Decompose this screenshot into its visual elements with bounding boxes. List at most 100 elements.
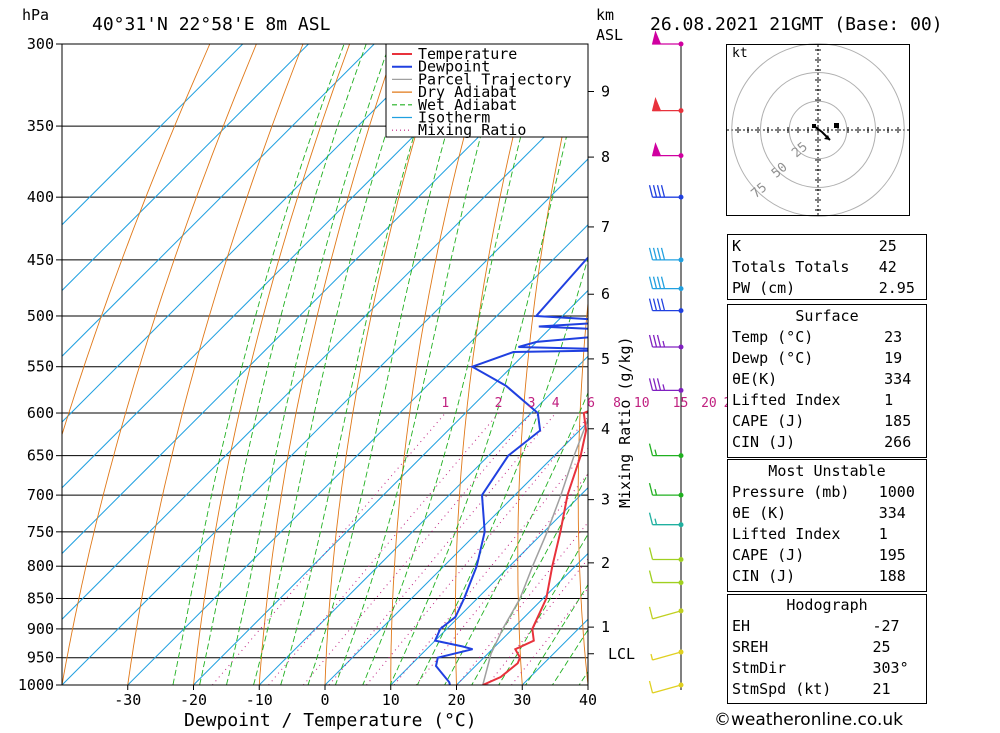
hodo-value: -27 xyxy=(872,617,900,635)
hodo-label: StmDir xyxy=(732,659,787,677)
dry-adiabat xyxy=(954,7,1000,711)
wet-adiabat xyxy=(334,44,507,685)
table-row: EH -27 xyxy=(728,616,926,637)
hodograph-table-title: Hodograph xyxy=(786,596,868,614)
km-tick-label: 1 xyxy=(601,618,610,636)
isotherm-line xyxy=(456,552,588,685)
surface-table: Surface Temp (°C) 23 Dewp (°C) 19 θE(K) 334… xyxy=(728,306,926,453)
wind-barb xyxy=(651,30,684,47)
wet-adiabat xyxy=(362,44,545,685)
wind-barb xyxy=(648,247,684,263)
pressure-tick-label: 700 xyxy=(27,486,54,504)
mu-label: Pressure (mb) xyxy=(732,483,850,501)
isotherm-line xyxy=(62,44,309,292)
pressure-tick-label: 350 xyxy=(27,117,54,135)
wind-barb xyxy=(648,606,684,620)
index-value: 25 xyxy=(878,237,897,255)
isotherm-line xyxy=(62,44,375,357)
isotherm-line xyxy=(258,355,588,685)
mu-value: 1000 xyxy=(878,483,915,501)
dry-adiabat xyxy=(324,44,444,685)
mixing-ratio-label: 3 xyxy=(528,396,536,411)
surface-label: CIN (J) xyxy=(732,433,796,451)
surface-label: Temp (°C) xyxy=(732,328,814,346)
surface-label: θE(K) xyxy=(732,370,778,388)
isotherm-line xyxy=(62,44,441,423)
mu-label: θE (K) xyxy=(732,504,787,522)
hodograph-origin-marker xyxy=(812,124,816,128)
wet-adiabat xyxy=(280,44,443,685)
hodo-value: 303° xyxy=(872,659,909,677)
lcl-label: LCL xyxy=(608,645,635,663)
copyright-footer[interactable]: ©weatheronline.co.uk xyxy=(714,710,904,730)
wind-barb xyxy=(648,680,684,694)
unit-km: km xyxy=(596,6,614,24)
table-row: Lifted Index 1 xyxy=(728,524,926,545)
pressure-tick-label: 450 xyxy=(27,251,54,269)
unit-hpa: hPa xyxy=(22,6,49,24)
index-label: PW (cm) xyxy=(732,279,796,297)
legend-entry: Wet Adiabat xyxy=(418,96,517,114)
pressure-tick-label: 900 xyxy=(27,620,54,638)
mixing-ratio-label: 2 xyxy=(495,396,503,411)
dry-adiabat xyxy=(454,44,537,685)
wet-adiabat xyxy=(551,629,588,685)
dry-adiabat xyxy=(258,44,397,685)
wind-barb xyxy=(650,649,684,661)
wind-barb xyxy=(648,298,684,314)
mixing-ratio-label: 4 xyxy=(552,396,560,411)
wind-barb xyxy=(648,443,684,459)
wind-barb xyxy=(651,142,684,159)
legend-entry: Mixing Ratio xyxy=(418,121,526,139)
most-unstable-table: Most Unstable Pressure (mb) 1000 θE (K) 33… xyxy=(728,461,926,587)
pressure-tick-label: 850 xyxy=(27,589,54,607)
table-row: Temp (°C) 23 xyxy=(728,327,926,348)
km-tick-label: 7 xyxy=(601,218,610,236)
km-tick-label: 8 xyxy=(601,148,610,166)
hodograph-frame xyxy=(726,44,910,216)
wet-adiabat xyxy=(307,44,473,685)
legend-entry: Isotherm xyxy=(418,109,490,127)
most-unstable-title: Most Unstable xyxy=(768,462,886,480)
x-tick-label: -30 xyxy=(114,691,141,709)
hodo-label: SREH xyxy=(732,638,769,656)
km-tick-label: 9 xyxy=(601,83,610,101)
x-tick-label: 10 xyxy=(382,691,400,709)
dry-adiabat xyxy=(193,44,351,685)
surface-value: 185 xyxy=(884,412,912,430)
pressure-tick-label: 750 xyxy=(27,523,54,541)
wind-barb xyxy=(648,378,684,393)
hodograph-ring xyxy=(731,43,905,217)
dry-adiabat xyxy=(62,44,257,685)
mixing-ratio-line xyxy=(268,412,499,685)
mu-label: CAPE (J) xyxy=(732,546,805,564)
hodograph-unit: kt xyxy=(732,46,748,61)
pressure-tick-label: 1000 xyxy=(18,676,54,694)
isotherm-line xyxy=(193,289,588,685)
table-row: θE(K) 334 xyxy=(728,369,926,390)
datetime-title: 26.08.2021 21GMT (Base: 00) xyxy=(650,14,943,35)
x-tick-label: 0 xyxy=(320,691,329,709)
location-title: 40°31'N 22°58'E 8m ASL xyxy=(92,14,331,35)
hodograph-ring xyxy=(788,100,848,160)
table-row: CAPE (J) 195 xyxy=(728,545,926,566)
x-axis-label: Dewpoint / Temperature (°C) xyxy=(184,710,477,731)
mixing-ratio-label: 6 xyxy=(587,396,595,411)
wind-barb xyxy=(648,547,684,563)
mixing-ratio-line xyxy=(328,412,557,685)
table-row: Dewp (°C) 19 xyxy=(728,348,926,369)
wind-barb xyxy=(648,276,684,292)
legend-entry: Dry Adiabat xyxy=(418,83,517,101)
x-tick-label: -10 xyxy=(246,691,273,709)
pressure-tick-label: 650 xyxy=(27,447,54,465)
wet-adiabat xyxy=(389,46,588,685)
surface-value: 23 xyxy=(884,328,903,346)
temperature-line xyxy=(482,410,588,685)
dry-adiabat xyxy=(637,7,683,711)
table-row: StmSpd (kt) 21 xyxy=(728,679,926,700)
dry-adiabat xyxy=(694,7,729,711)
km-tick-label: 5 xyxy=(601,350,610,368)
surface-value: 19 xyxy=(884,349,903,367)
dry-adiabat xyxy=(390,44,490,685)
indices-table: K 25 Totals Totals 42 PW (cm) 2.95 xyxy=(728,236,926,299)
